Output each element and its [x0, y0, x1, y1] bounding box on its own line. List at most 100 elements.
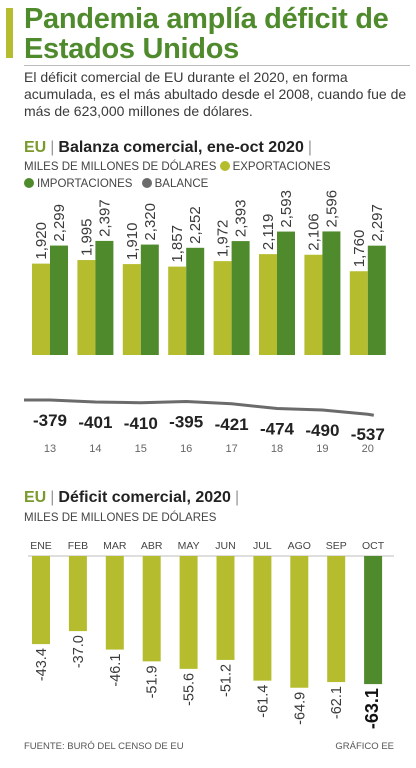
value-label-ABR: -51.9: [145, 665, 161, 698]
legend-imports-swatch: [24, 178, 34, 188]
tick-year-17: 17: [225, 443, 237, 455]
value-label-JUL: -61.4: [255, 685, 271, 718]
month-label-MAY: MAY: [178, 540, 200, 552]
month-label-JUN: JUN: [215, 540, 235, 552]
month-label-AGO: AGO: [288, 540, 311, 552]
label-imports-18: 2,593: [278, 190, 295, 228]
bar-deficit-JUN: [216, 556, 235, 660]
bar-exports-14: [77, 260, 96, 355]
bar-exports-17: [213, 261, 232, 355]
label-exports-20: 1,760: [351, 230, 368, 268]
bar-exports-15: [122, 264, 141, 355]
bar-imports-17: [231, 241, 250, 355]
balance-label-16: -395: [169, 412, 203, 431]
bar-deficit-JUL: [253, 556, 272, 681]
legend-balance-label: BALANCE: [154, 178, 209, 190]
tick-year-20: 20: [362, 443, 374, 455]
legend-balance-swatch: [141, 178, 152, 188]
legend-exports: EXPORTACIONES: [219, 161, 331, 173]
label-exports-14: 1,995: [78, 218, 95, 256]
divider: [24, 65, 410, 66]
bar-deficit-AGO: [290, 556, 309, 688]
value-label-MAY: -55.6: [182, 673, 198, 706]
bar-deficit-SEP: [327, 556, 346, 683]
value-label-SEP: -62.1: [329, 686, 345, 719]
chart1-subtitle: MILES DE MILLONES DE DÓLARES: [24, 161, 217, 173]
label-exports-19: 2,106: [305, 213, 322, 251]
label-exports-16: 1,857: [169, 225, 186, 263]
bar-exports-19: [304, 254, 323, 355]
month-label-FEB: FEB: [68, 540, 88, 552]
month-label-ABR: ABR: [141, 540, 163, 552]
month-label-ENE: ENE: [30, 540, 52, 552]
bar-imports-18: [277, 231, 295, 355]
label-imports-16: 2,252: [187, 206, 204, 244]
tick-year-14: 14: [89, 443, 101, 455]
balance-label-19: -490: [305, 421, 339, 440]
balance-label-17: -421: [215, 415, 249, 434]
legend-balance: BALANCE: [141, 178, 209, 190]
label-imports-19: 2,596: [323, 190, 340, 228]
bar-deficit-ABR: [142, 556, 161, 662]
bar-exports-18: [259, 254, 277, 355]
label-imports-13: 2,299: [51, 204, 68, 242]
chart1-subtitle-row: MILES DE MILLONES DE DÓLARES EXPORTACION…: [24, 161, 337, 173]
month-label-MAR: MAR: [103, 540, 127, 552]
bar-imports-13: [50, 245, 68, 355]
value-label-JUN: -51.2: [219, 664, 235, 697]
balance-label-13: -379: [33, 411, 67, 430]
legend-imports-label: IMPORTACIONES: [37, 178, 133, 190]
label-exports-15: 1,910: [124, 223, 141, 261]
chart1-title-block: EU | Balanza comercial, ene-oct 2020 |: [24, 139, 316, 157]
balance-label-18: -474: [260, 420, 295, 439]
label-imports-17: 2,393: [233, 200, 250, 238]
month-label-JUL: JUL: [253, 540, 272, 552]
tick-year-18: 18: [271, 443, 283, 455]
label-exports-13: 1,920: [33, 222, 50, 260]
value-label-FEB: -37.0: [71, 635, 87, 668]
label-exports-17: 1,972: [215, 220, 232, 258]
chart2-subtitle: MILES DE MILLONES DE DÓLARES: [24, 512, 217, 524]
footer-credit: GRÁFICO EE: [335, 741, 394, 752]
chart1-legend-row: IMPORTACIONES BALANCE: [24, 178, 214, 190]
title-separator: |: [307, 139, 312, 156]
bar-deficit-FEB: [68, 556, 87, 632]
value-label-OCT: -63.1: [362, 688, 382, 729]
label-exports-18: 2,119: [260, 214, 277, 250]
value-label-AGO: -64.9: [292, 692, 308, 725]
accent-bar: [6, 8, 13, 58]
legend-exports-label: EXPORTACIONES: [232, 161, 331, 173]
month-label-SEP: SEP: [326, 540, 347, 552]
legend-exports-swatch: [219, 161, 230, 171]
chart1-title: Balanza comercial, ene-oct 2020: [58, 139, 304, 156]
bar-deficit-MAY: [179, 556, 198, 669]
chart1-eu-label: EU: [24, 139, 47, 156]
footer-source: FUENTE: BURÓ DEL CENSO DE EU: [24, 741, 184, 752]
bar-imports-19: [322, 231, 341, 355]
chart2-deficit-comercial: ENE -43.4 FEB -37.0 MAR -46.1 ABR -51.9 MAY -55.6…: [28, 540, 394, 729]
balance-line: [24, 398, 375, 417]
headline: Pandemia amplía déficit de Estados Unido…: [24, 3, 389, 65]
bar-imports-16: [186, 247, 205, 355]
title-separator: |: [50, 139, 55, 156]
bar-deficit-ENE: [32, 556, 50, 645]
bar-imports-20: [367, 245, 386, 355]
label-imports-20: 2,297: [369, 204, 386, 242]
legend-imports: IMPORTACIONES: [24, 178, 136, 190]
chart2-eu-label: EU: [24, 489, 47, 506]
tick-year-13: 13: [44, 443, 56, 455]
bar-exports-13: [32, 263, 50, 355]
bar-exports-20: [349, 271, 368, 355]
balance-label-14: -401: [78, 413, 112, 432]
month-label-OCT: OCT: [362, 540, 385, 552]
bar-imports-15: [140, 244, 159, 355]
bar-exports-16: [168, 266, 187, 355]
intro-text: El déficit comercial de EU durante el 20…: [24, 69, 407, 119]
balance-label-15: -410: [124, 414, 158, 433]
chart2-title: Déficit comercial, 2020: [58, 489, 231, 506]
chart2-title-block: EU | Déficit comercial, 2020 |: [24, 489, 243, 507]
title-separator: |: [50, 489, 55, 506]
bar-deficit-OCT: [364, 556, 383, 685]
bar-imports-14: [95, 240, 114, 355]
